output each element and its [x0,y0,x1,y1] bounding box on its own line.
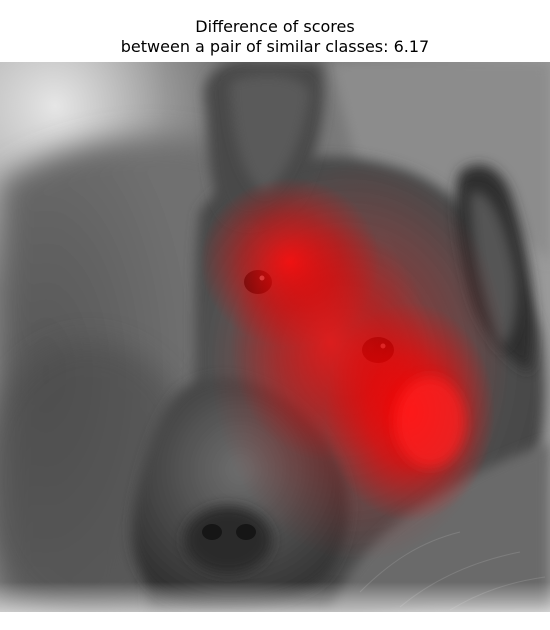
figure-title: Difference of scores between a pair of s… [0,17,550,57]
dog-nose [184,506,272,574]
heatmap-image [0,62,550,612]
dog-photo-with-heatmap [0,62,550,612]
title-line-2: between a pair of similar classes: 6.17 [120,37,430,56]
saliency-heatmap [200,162,510,562]
title-line-1: Difference of scores [195,17,355,36]
